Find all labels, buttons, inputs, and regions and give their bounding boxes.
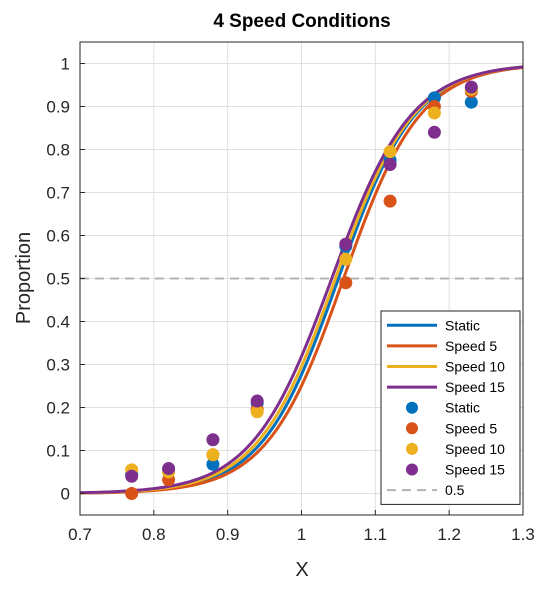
legend-label-speed-10: Speed 10 [445,359,505,375]
legend: Static Speed 5 Speed 10 Speed 15 Static Speed… [381,311,520,504]
legend-label-speed-5: Speed 5 [445,338,497,354]
data-point-speed-5 [384,195,397,208]
chart-title: 4 Speed Conditions [213,11,390,32]
y-tick-label: 0.2 [46,399,70,418]
x-tick-label: 1.2 [437,525,461,544]
y-tick-label: 0.6 [46,227,70,246]
y-tick-label: 0.1 [46,442,70,461]
y-tick-label: 0.3 [46,356,70,375]
x-tick-label: 1.1 [364,525,388,544]
y-tick-label: 1 [61,55,70,74]
y-axis-label: Proportion [13,232,35,324]
legend-label-speed-5: Speed 5 [445,420,497,436]
data-point-speed-15 [465,81,478,94]
legend-label-speed-15: Speed 15 [445,379,505,395]
legend-marker-speed-5 [406,422,418,434]
x-axis-label: X [295,559,308,581]
y-tick-label: 0.8 [46,141,70,160]
data-point-speed-15 [162,462,175,475]
y-tick-label: 0.4 [46,313,70,332]
data-point-speed-15 [384,158,397,171]
data-point-speed-15 [251,395,264,408]
legend-label-0-5: 0.5 [445,482,465,498]
data-point-speed-5 [125,487,138,500]
data-point-speed-10 [428,106,441,119]
data-point-speed-5 [339,276,352,289]
legend-label-static: Static [445,317,480,333]
y-tick-label: 0 [61,485,70,504]
data-point-speed-10 [384,145,397,158]
data-point-speed-10 [339,253,352,266]
y-tick-label: 0.9 [46,98,70,117]
data-point-speed-15 [206,433,219,446]
legend-marker-speed-10 [406,443,418,455]
legend-label-static: Static [445,400,480,416]
data-point-speed-15 [125,470,138,483]
data-point-speed-15 [339,238,352,251]
x-tick-label: 0.8 [142,525,166,544]
legend-marker-speed-15 [406,464,418,476]
data-point-speed-15 [428,126,441,139]
legend-label-speed-15: Speed 15 [445,462,505,478]
x-tick-label: 1.3 [511,525,535,544]
x-tick-label: 0.9 [216,525,240,544]
y-tick-label: 0.7 [46,184,70,203]
x-tick-label: 1 [297,525,306,544]
y-tick-label: 0.5 [46,270,70,289]
x-tick-label: 0.7 [68,525,92,544]
data-point-speed-10 [206,448,219,461]
legend-marker-static [406,402,418,414]
legend-label-speed-10: Speed 10 [445,441,505,457]
